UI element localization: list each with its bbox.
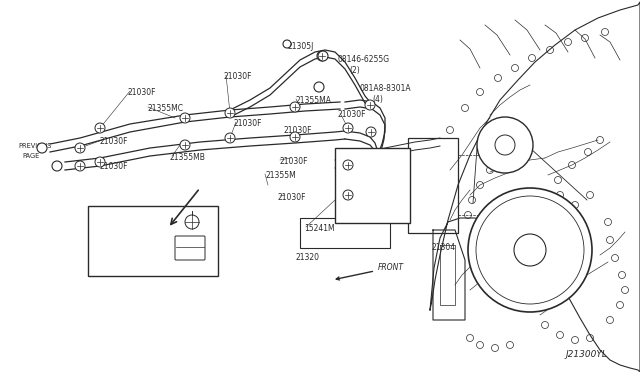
Text: A: A — [40, 145, 44, 151]
Circle shape — [37, 143, 47, 153]
Circle shape — [290, 102, 300, 112]
Bar — [300, 218, 390, 248]
Text: 21305J: 21305J — [288, 42, 314, 51]
Text: 15241M: 15241M — [304, 224, 335, 233]
Text: 21355M: 21355M — [265, 171, 296, 180]
Bar — [408, 138, 458, 233]
Text: 21030F: 21030F — [106, 222, 134, 231]
Text: B: B — [54, 164, 60, 169]
Text: 21355MB: 21355MB — [170, 153, 206, 162]
Circle shape — [343, 123, 353, 133]
Circle shape — [290, 132, 300, 142]
Circle shape — [317, 51, 327, 61]
Circle shape — [180, 140, 190, 150]
Circle shape — [52, 161, 62, 171]
Text: PAGE: PAGE — [22, 153, 39, 159]
Text: 21355MC: 21355MC — [148, 104, 184, 113]
Circle shape — [318, 51, 328, 61]
Text: 21030F: 21030F — [234, 119, 262, 128]
Text: PREVIOUS: PREVIOUS — [18, 143, 51, 149]
Circle shape — [75, 161, 85, 171]
Text: 081A8-8301A: 081A8-8301A — [360, 84, 412, 93]
Text: FRONT: FRONT — [336, 263, 404, 280]
Circle shape — [180, 113, 190, 123]
Text: 21030F: 21030F — [100, 137, 129, 146]
Circle shape — [314, 82, 324, 92]
Text: 21030FA: 21030FA — [113, 234, 146, 243]
Circle shape — [225, 108, 235, 118]
Text: (HOLDER): (HOLDER) — [162, 216, 195, 222]
Text: 21355MA: 21355MA — [295, 96, 331, 105]
Circle shape — [477, 117, 533, 173]
Text: J21300YL: J21300YL — [565, 350, 607, 359]
Circle shape — [225, 133, 235, 143]
Circle shape — [468, 188, 592, 312]
Circle shape — [75, 143, 85, 153]
Text: 21030F: 21030F — [100, 162, 129, 171]
Text: 21320: 21320 — [295, 253, 319, 262]
Text: 21304: 21304 — [432, 243, 456, 252]
Circle shape — [365, 100, 375, 110]
Text: B: B — [317, 84, 321, 90]
Circle shape — [366, 127, 376, 137]
Circle shape — [95, 157, 105, 167]
Text: (4): (4) — [372, 95, 383, 104]
Circle shape — [343, 190, 353, 200]
Text: 21030F: 21030F — [280, 157, 308, 166]
Text: 21030F: 21030F — [224, 72, 253, 81]
Text: 08146-6255G: 08146-6255G — [337, 55, 389, 64]
Circle shape — [95, 123, 105, 133]
Circle shape — [343, 160, 353, 170]
Bar — [88, 206, 218, 276]
Text: 21030F: 21030F — [283, 126, 312, 135]
Text: 21030F: 21030F — [278, 193, 307, 202]
Bar — [335, 148, 410, 223]
Circle shape — [283, 40, 291, 48]
Text: 21030F: 21030F — [127, 88, 156, 97]
Text: B: B — [321, 54, 325, 58]
Text: 21030F: 21030F — [337, 110, 365, 119]
Text: (2): (2) — [349, 66, 360, 75]
